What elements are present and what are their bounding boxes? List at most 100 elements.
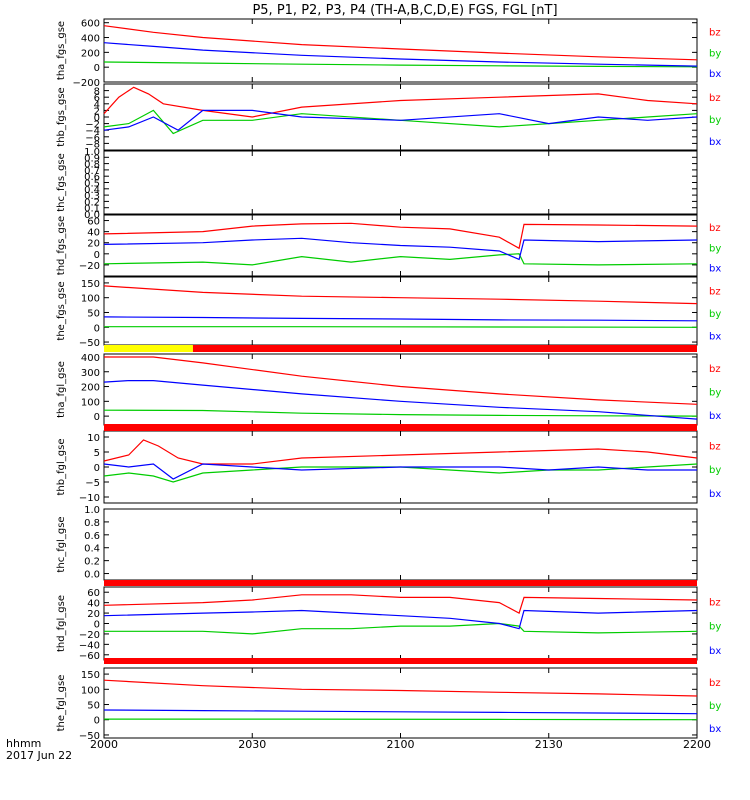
series-line-bz xyxy=(104,356,698,405)
x-tick-label: 2000 xyxy=(90,738,118,751)
series-line-bz xyxy=(103,594,698,614)
y-tick-label: −8 xyxy=(85,139,100,150)
y-tick-label: 150 xyxy=(81,279,100,290)
y-tick-label: 20 xyxy=(87,239,100,250)
y-tick-label: −10 xyxy=(79,493,100,504)
y-axis-label: thd_fgl_gse xyxy=(56,595,67,652)
y-tick-label: 60 xyxy=(87,217,100,228)
y-tick-label: 40 xyxy=(87,228,100,239)
y-tick-label: 20 xyxy=(87,609,100,620)
series-line-by xyxy=(104,326,698,328)
y-tick-label: 0.2 xyxy=(84,197,100,208)
legend-bx: bx xyxy=(709,69,721,80)
legend-bz: bz xyxy=(709,223,721,234)
panel-frame xyxy=(103,667,698,739)
panel-frame xyxy=(103,83,698,151)
legend-by: by xyxy=(709,701,721,712)
y-tick-label: −20 xyxy=(79,261,100,272)
panel-tha_fgl: 0 100 200 300 400 tha_fgl_gse bz by bx xyxy=(56,353,721,426)
y-tick-label: 200 xyxy=(81,383,100,394)
legend-by: by xyxy=(709,309,721,320)
y-tick-label: 0.7 xyxy=(84,166,100,177)
y-tick-label: 400 xyxy=(81,353,100,364)
y-axis-label: thc_fgl_gse xyxy=(56,516,67,572)
legend-bx: bx xyxy=(709,411,721,422)
legend-bx: bx xyxy=(709,489,721,500)
panel-frame xyxy=(103,18,698,83)
series-line-bz xyxy=(103,222,698,250)
legend-bz: bz xyxy=(709,287,721,298)
y-tick-label: −50 xyxy=(79,338,100,349)
status-bar-segment xyxy=(104,345,193,352)
legend-bx: bx xyxy=(709,646,721,657)
series-line-bx xyxy=(103,109,698,131)
legend-bx: bx xyxy=(709,263,721,274)
panel-thc_fgs: 0.00.10.20.30.40.50.60.70.80.91.0 thc_fgs… xyxy=(56,147,698,221)
legend-by: by xyxy=(709,622,721,633)
series-line-by xyxy=(103,61,698,68)
y-tick-label: 5 xyxy=(94,448,100,459)
series-line-bx xyxy=(103,237,698,261)
panel-the_fgl: −50 0 50 100 150 the_fgl_gse bz by bx xyxy=(56,667,721,742)
y-tick-label: 0.3 xyxy=(84,191,100,202)
y-tick-label: −2 xyxy=(85,120,100,131)
y-axis-label: the_fgs_gse xyxy=(56,281,67,340)
panel-the_fgs: −50 0 50 100 150 the_fgs_gse bz by bx xyxy=(56,276,721,349)
y-tick-label: 0.1 xyxy=(84,204,100,215)
y-tick-label: 300 xyxy=(81,368,100,379)
status-bars xyxy=(104,345,697,664)
y-tick-label: −5 xyxy=(85,478,100,489)
y-tick-label: 0 xyxy=(94,323,100,334)
y-tick-label: 1.0 xyxy=(84,147,100,158)
status-bar-segment xyxy=(104,658,697,664)
legend-bz: bz xyxy=(709,441,721,452)
panel-frame xyxy=(103,508,698,581)
legend-by: by xyxy=(709,465,721,476)
y-axis-label: thb_fgs_gse xyxy=(56,87,67,146)
y-tick-label: 10 xyxy=(87,433,100,444)
y-tick-label: 0 xyxy=(94,250,100,261)
y-tick-label: −20 xyxy=(79,630,100,641)
y-tick-label: 0.4 xyxy=(84,544,100,555)
y-tick-label: 100 xyxy=(81,397,100,408)
series-line-by xyxy=(104,622,698,635)
y-tick-label: −6 xyxy=(85,133,100,144)
y-tick-label: 8 xyxy=(94,87,100,98)
panel-thc_fgl: 0.0 0.2 0.4 0.6 0.8 1.0 thc_fgl_gse xyxy=(56,505,698,581)
status-bar-segment xyxy=(192,345,697,352)
status-bar-segment xyxy=(104,580,697,586)
y-tick-label: 150 xyxy=(81,670,100,681)
y-tick-label: 600 xyxy=(81,19,100,30)
legend-bz: bz xyxy=(709,364,721,375)
y-tick-label: 40 xyxy=(87,599,100,610)
status-bar-segment xyxy=(104,424,697,431)
y-tick-label: 6 xyxy=(94,93,100,104)
y-tick-label: 0.8 xyxy=(84,518,100,529)
legend-by: by xyxy=(709,388,721,399)
y-axis-label: the_fgl_gse xyxy=(56,675,67,732)
series-line-by xyxy=(103,109,698,135)
series-line-by xyxy=(104,718,698,721)
y-tick-label: 0.5 xyxy=(84,179,100,190)
series-line-bz xyxy=(103,285,698,305)
legend-bz: bz xyxy=(709,678,721,689)
y-tick-label: 1.0 xyxy=(84,505,100,516)
x-tick-label: 2130 xyxy=(535,738,563,751)
y-tick-label: 0 xyxy=(94,412,100,423)
series-line-bx xyxy=(103,609,698,630)
y-tick-label: 50 xyxy=(87,701,100,712)
y-tick-label: 400 xyxy=(81,34,100,45)
y-axis-label: thd_fgs_gse xyxy=(56,216,67,275)
series-line-bz xyxy=(103,25,698,61)
series-line-bx xyxy=(103,380,698,420)
y-tick-label: −60 xyxy=(79,651,100,662)
y-axis-label: tha_fgl_gse xyxy=(56,361,67,418)
panel-tha_fgs: −200 0 200 400 600 tha_fgs_gse bz by bx xyxy=(56,18,721,89)
panel-thb_fgl: −10 −5 0 5 10 thb_fgl_gse bz by bx xyxy=(56,430,721,504)
y-tick-label: 2 xyxy=(94,106,100,117)
series-line-bx xyxy=(103,463,697,480)
